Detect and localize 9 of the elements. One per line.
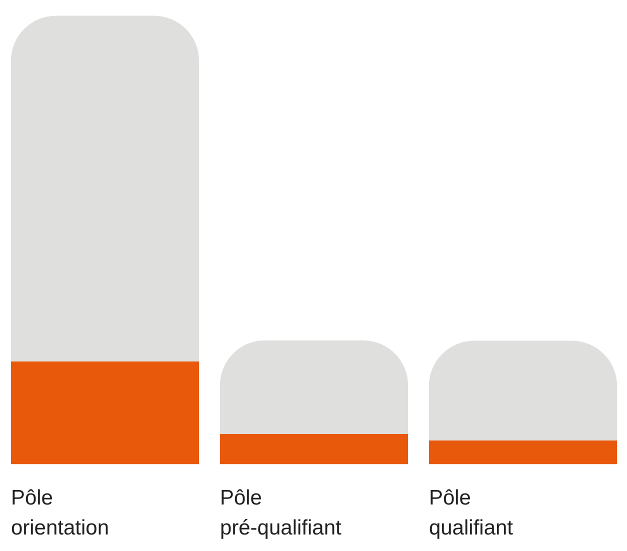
bar — [220, 434, 408, 464]
bar — [428, 440, 618, 464]
x-tick-label: Pôle qualifiant — [428, 486, 514, 540]
bar — [10, 361, 200, 464]
x-tick-label: Pôle orientation — [10, 486, 110, 540]
bar — [220, 340, 408, 434]
bar — [428, 340, 618, 440]
bar — [10, 16, 200, 362]
x-tick-label: Pôle pré-qualifiant — [220, 486, 342, 540]
